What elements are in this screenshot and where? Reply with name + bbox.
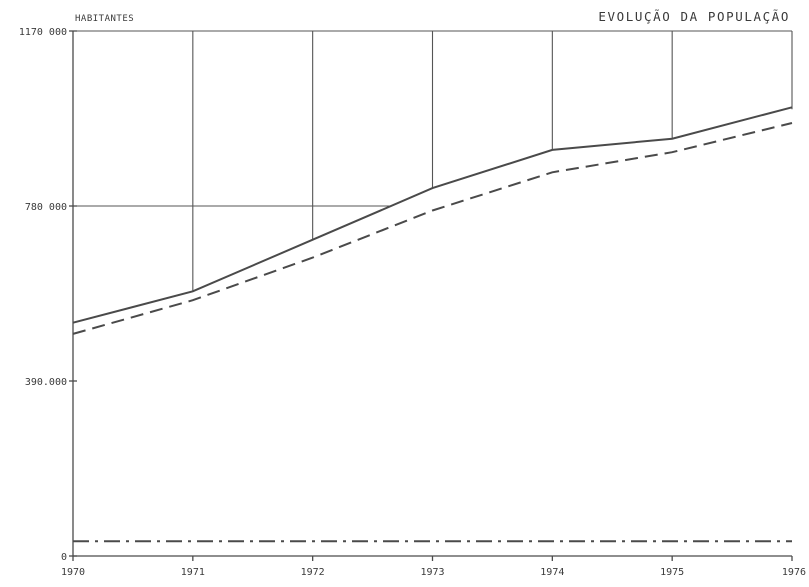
x-tick-label: 1976: [782, 567, 806, 578]
y-tick-label: 390.000: [25, 377, 67, 388]
grid-lines: [73, 30, 793, 292]
x-tick-label: 1974: [540, 567, 564, 578]
y-axis-label: HABITANTES: [75, 14, 134, 24]
tick-labels: 0 390.000 780 000 1170 000 1970 1971 1972 1973 1…: [19, 27, 806, 578]
x-tick-label: 1970: [61, 567, 85, 578]
y-tick-label: 0: [61, 552, 67, 563]
axes: [69, 30, 793, 561]
x-tick-label: 1975: [660, 567, 684, 578]
y-tick-label: 780 000: [25, 202, 67, 213]
x-tick-label: 1972: [301, 567, 325, 578]
series-lines: [72, 106, 793, 543]
series-line-dashed: [72, 122, 793, 335]
series-line-solid: [72, 106, 793, 324]
x-tick-label: 1973: [420, 567, 444, 578]
y-tick-label: 1170 000: [19, 27, 67, 38]
x-tick-label: 1971: [181, 567, 205, 578]
chart-title: EVOLUÇÃO DA POPULAÇÃO: [598, 9, 790, 24]
